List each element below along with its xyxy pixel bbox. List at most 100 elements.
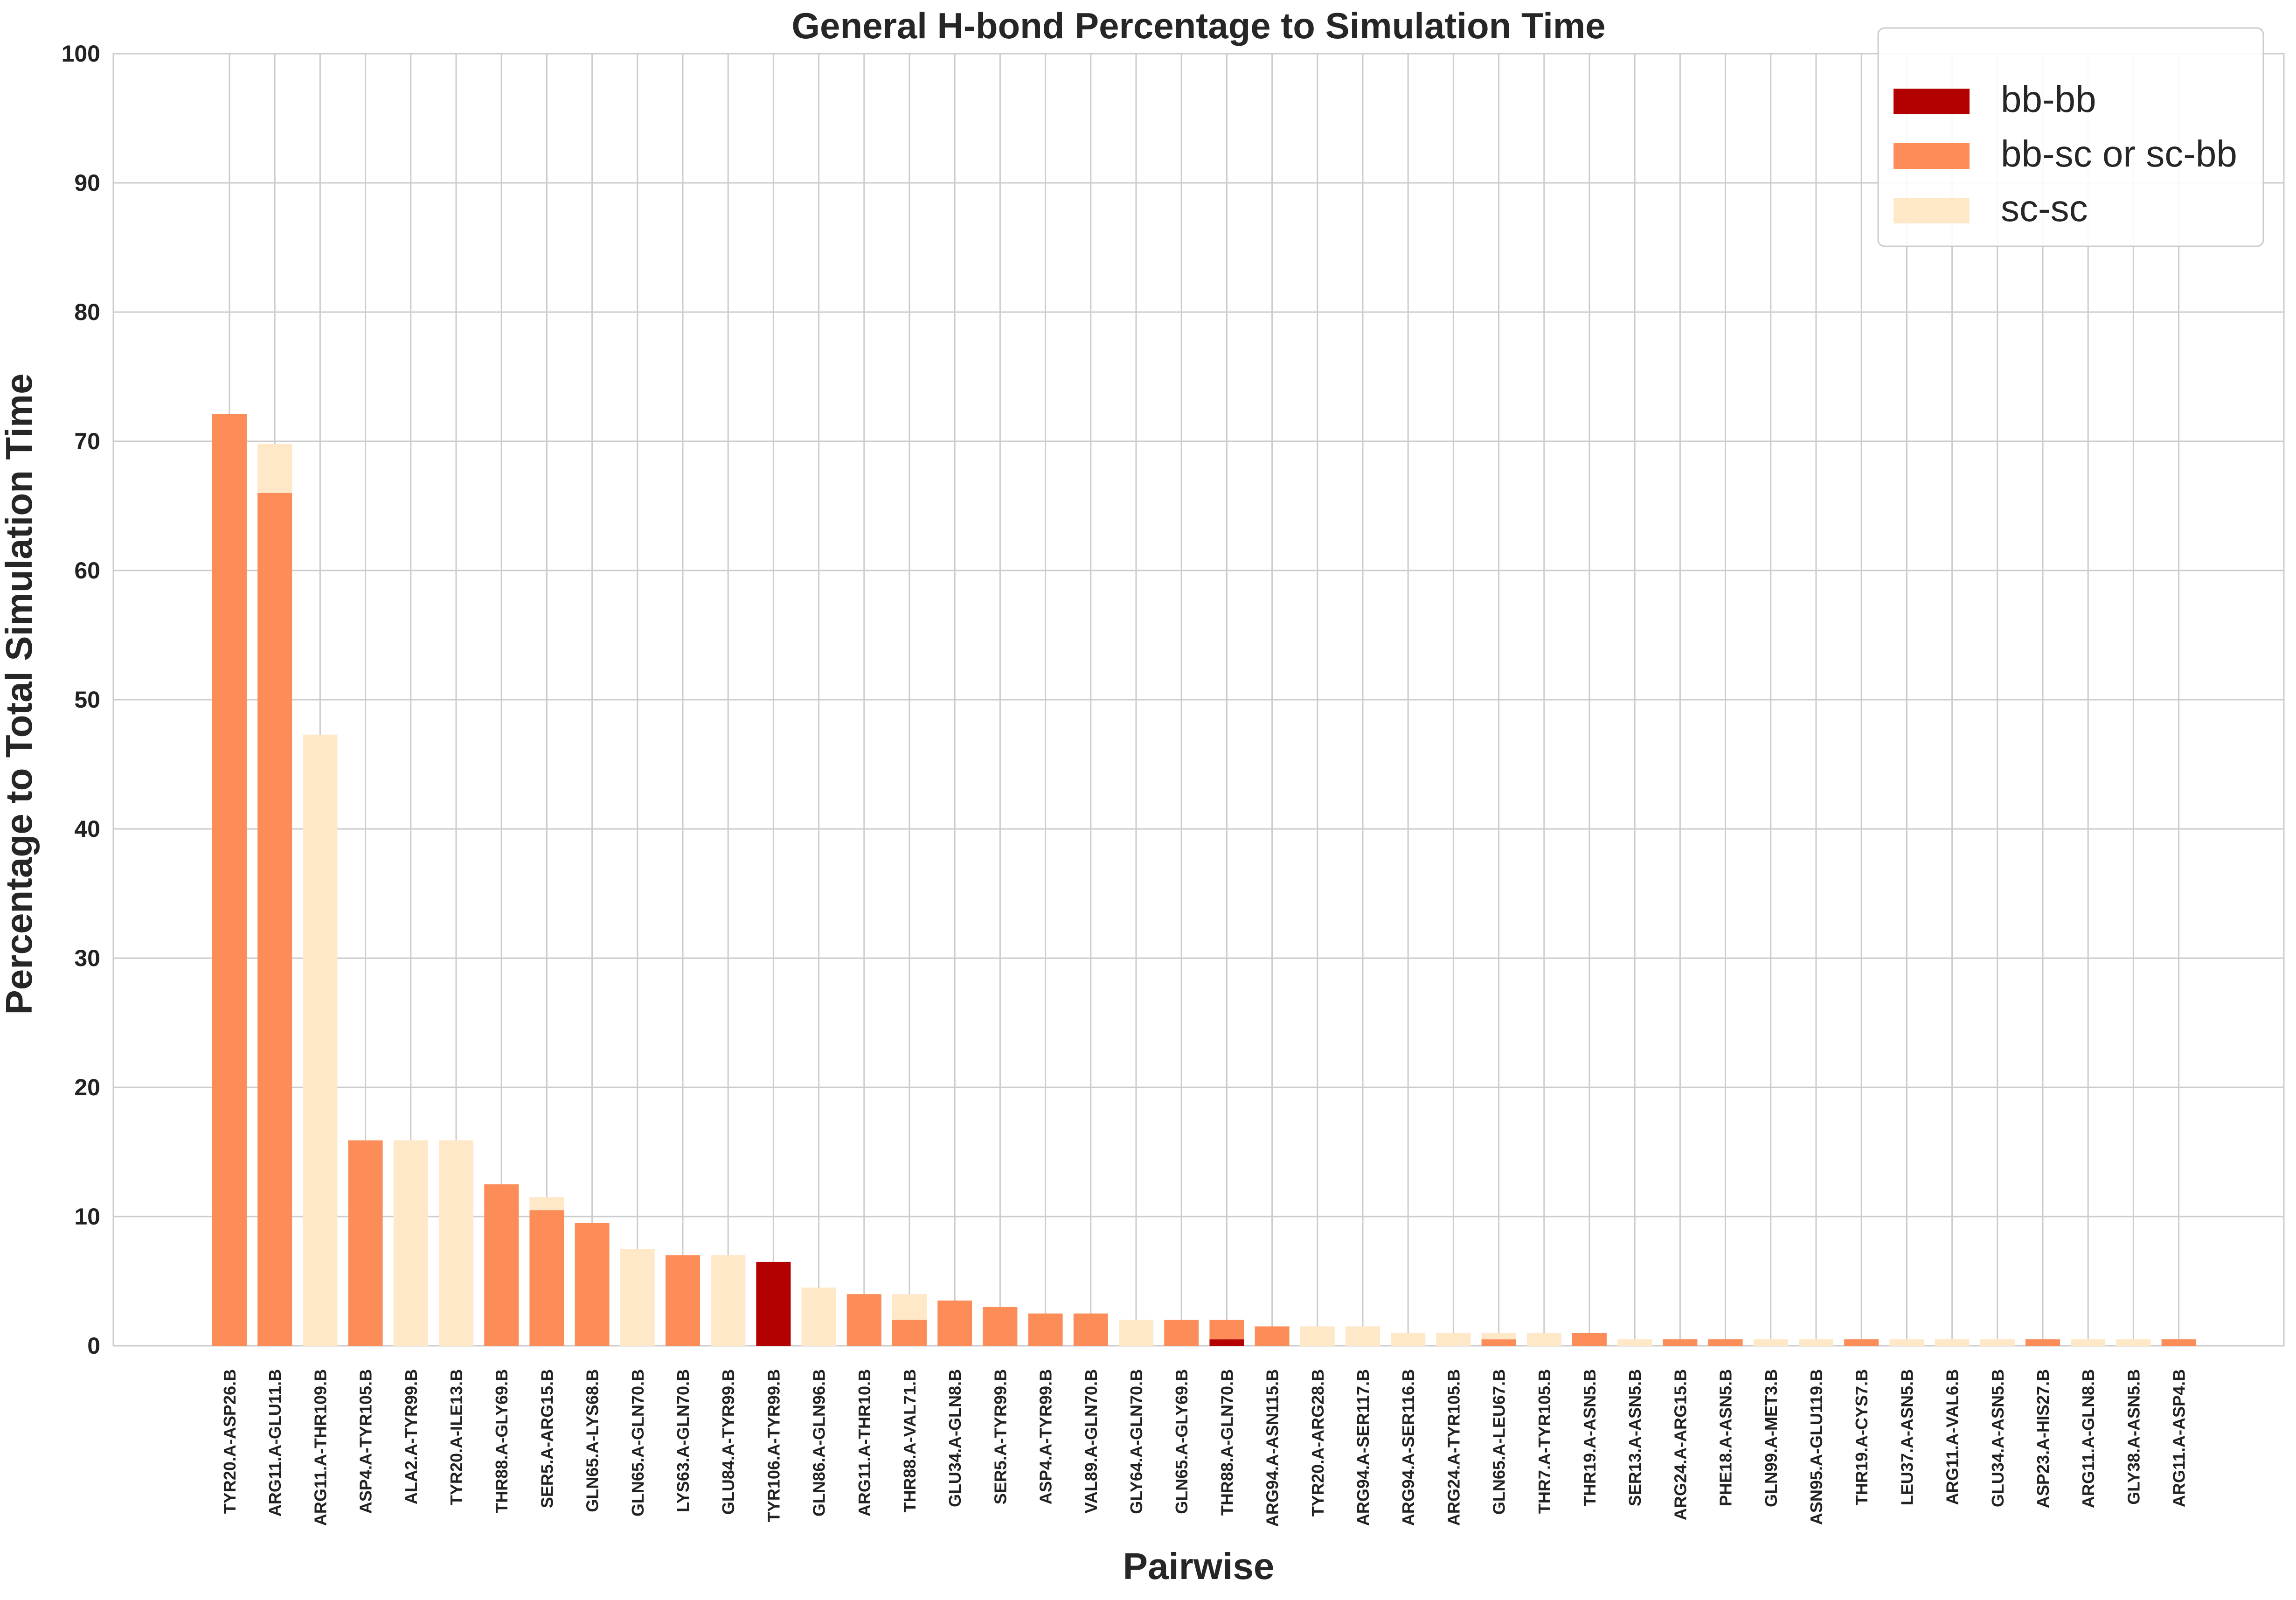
- bar-segment: [983, 1307, 1018, 1346]
- x-tick-label: ARG11.A-GLN8.B: [2079, 1369, 2098, 1508]
- bar-segment: [1481, 1339, 1516, 1346]
- x-tick-label: ARG94.A-ASN115.B: [1263, 1369, 1282, 1527]
- legend-label: sc-sc: [2001, 188, 2088, 229]
- x-tick-label: ASP23.A-HIS27.B: [2033, 1369, 2053, 1508]
- bar-segment: [1209, 1320, 1244, 1340]
- bar-segment: [620, 1249, 655, 1346]
- bar-segment: [1255, 1326, 1290, 1346]
- bar-segment: [892, 1320, 927, 1346]
- bar-segment: [393, 1140, 428, 1346]
- x-tick-label: ASP4.A-TYR105.B: [356, 1369, 375, 1514]
- x-tick-label: THR88.A-GLY69.B: [492, 1369, 511, 1513]
- bar-segment: [756, 1261, 791, 1346]
- legend-label: bb-bb: [2001, 78, 2096, 120]
- bar-segment: [1844, 1339, 1879, 1346]
- x-tick-labels: TYR20.A-ASP26.B ARG11.A-GLU11.B ARG11.A-TH…: [220, 1369, 2189, 1527]
- y-axis-label: Percentage to Total Simulation Time: [0, 373, 40, 1015]
- x-tick-label: LYS63.A-GLN70.B: [673, 1369, 693, 1512]
- bar-segment: [529, 1197, 564, 1210]
- legend-swatch: [1894, 89, 1970, 114]
- x-tick-label: SER5.A-TYR99.B: [991, 1369, 1010, 1504]
- x-tick-label: GLN99.A-MET3.B: [1762, 1369, 1781, 1507]
- bar-segment: [303, 734, 338, 1346]
- bar-segment: [1572, 1333, 1607, 1346]
- x-tick-label: GLU34.A-GLN8.B: [945, 1369, 964, 1507]
- bar-segment: [1980, 1339, 2015, 1346]
- bar-segment: [1617, 1339, 1652, 1346]
- x-tick-label: SER13.A-ASN5.B: [1625, 1369, 1644, 1506]
- x-tick-label: LEU37.A-ASN5.B: [1897, 1369, 1916, 1505]
- x-tick-label: SER5.A-ARG15.B: [537, 1369, 556, 1508]
- bar-segment: [1028, 1313, 1063, 1346]
- x-tick-label: ARG24.A-ARG15.B: [1671, 1369, 1690, 1520]
- x-tick-label: ARG94.A-SER117.B: [1353, 1369, 1373, 1526]
- x-tick-label: THR88.A-VAL71.B: [900, 1369, 919, 1512]
- bar-segment: [801, 1287, 836, 1346]
- x-tick-label: ASP4.A-TYR99.B: [1036, 1369, 1055, 1504]
- x-tick-label: THR88.A-GLN70.B: [1217, 1369, 1236, 1516]
- y-tick-label: 90: [74, 170, 100, 196]
- x-tick-label: PHE18.A-ASN5.B: [1716, 1369, 1735, 1506]
- x-tick-label: GLU84.A-TYR99.B: [719, 1369, 738, 1515]
- x-tick-label: ARG94.A-SER116.B: [1399, 1369, 1418, 1526]
- y-tick-labels: 0 10 20 30 40 50 60 70 80 90 100: [62, 41, 100, 1359]
- bar-segment: [666, 1255, 700, 1346]
- bar-segment: [2161, 1339, 2196, 1346]
- bar-segment: [1391, 1333, 1426, 1346]
- x-tick-label: ARG11.A-THR10.B: [855, 1369, 874, 1517]
- x-tick-label: GLN65.A-GLN70.B: [628, 1369, 647, 1517]
- x-tick-label: VAL89.A-GLN70.B: [1082, 1369, 1101, 1513]
- x-tick-label: THR7.A-TYR105.B: [1535, 1369, 1554, 1514]
- x-tick-label: GLN65.A-GLY69.B: [1172, 1369, 1191, 1514]
- bar-segment: [846, 1294, 881, 1346]
- x-tick-label: TYR20.A-ILE13.B: [447, 1369, 466, 1505]
- bar-segment: [1889, 1339, 1924, 1346]
- bar-segment: [575, 1223, 610, 1346]
- bars: [212, 414, 2196, 1346]
- x-tick-label: GLY38.A-ASN5.B: [2124, 1369, 2143, 1505]
- bar-segment: [1526, 1333, 1561, 1346]
- bar-segment: [484, 1184, 519, 1346]
- bar-segment: [439, 1140, 473, 1346]
- bar-segment: [1073, 1313, 1108, 1346]
- bar-segment: [1164, 1320, 1199, 1346]
- legend: bb-bb bb-sc or sc-bb sc-sc: [1877, 27, 2264, 247]
- bar-segment: [1799, 1339, 1833, 1346]
- x-tick-label: GLY64.A-GLN70.B: [1127, 1369, 1146, 1514]
- y-tick-label: 50: [74, 687, 100, 713]
- y-tick-label: 100: [62, 41, 100, 67]
- bar-segment: [937, 1301, 972, 1346]
- bar-segment: [257, 493, 292, 1346]
- x-tick-label: ALA2.A-TYR99.B: [402, 1369, 421, 1504]
- x-tick-label: GLU34.A-ASN5.B: [1988, 1369, 2007, 1507]
- y-tick-label: 70: [74, 428, 100, 454]
- y-tick-label: 80: [74, 299, 100, 325]
- bar-segment: [711, 1255, 746, 1346]
- bar-segment: [1346, 1326, 1380, 1346]
- legend-swatch: [1894, 143, 1970, 169]
- x-tick-label: ARG11.A-GLU11.B: [265, 1369, 284, 1517]
- bar-segment: [529, 1210, 564, 1346]
- y-tick-label: 40: [74, 816, 100, 842]
- bar-segment: [1436, 1333, 1471, 1346]
- x-tick-label: GLN65.A-LEU67.B: [1490, 1369, 1509, 1515]
- bar-segment: [1935, 1339, 1970, 1346]
- bar-segment: [212, 414, 247, 1346]
- bar-segment: [2025, 1339, 2060, 1346]
- bar-segment: [1663, 1339, 1698, 1346]
- x-tick-label: GLN86.A-GLN96.B: [810, 1369, 829, 1517]
- y-tick-label: 20: [74, 1074, 100, 1100]
- x-tick-label: ARG24.A-TYR105.B: [1444, 1369, 1463, 1526]
- bar-segment: [1481, 1333, 1516, 1340]
- y-tick-label: 60: [74, 557, 100, 584]
- bar-segment: [2116, 1339, 2151, 1346]
- bar-segment: [1708, 1339, 1743, 1346]
- bar-segment: [1209, 1339, 1244, 1346]
- bar-segment: [1753, 1339, 1788, 1346]
- legend-box: [1877, 27, 2264, 247]
- legend-label: bb-sc or sc-bb: [2001, 133, 2237, 174]
- bar-segment: [1300, 1326, 1335, 1346]
- y-tick-label: 0: [87, 1333, 100, 1359]
- bar-segment: [1119, 1320, 1153, 1346]
